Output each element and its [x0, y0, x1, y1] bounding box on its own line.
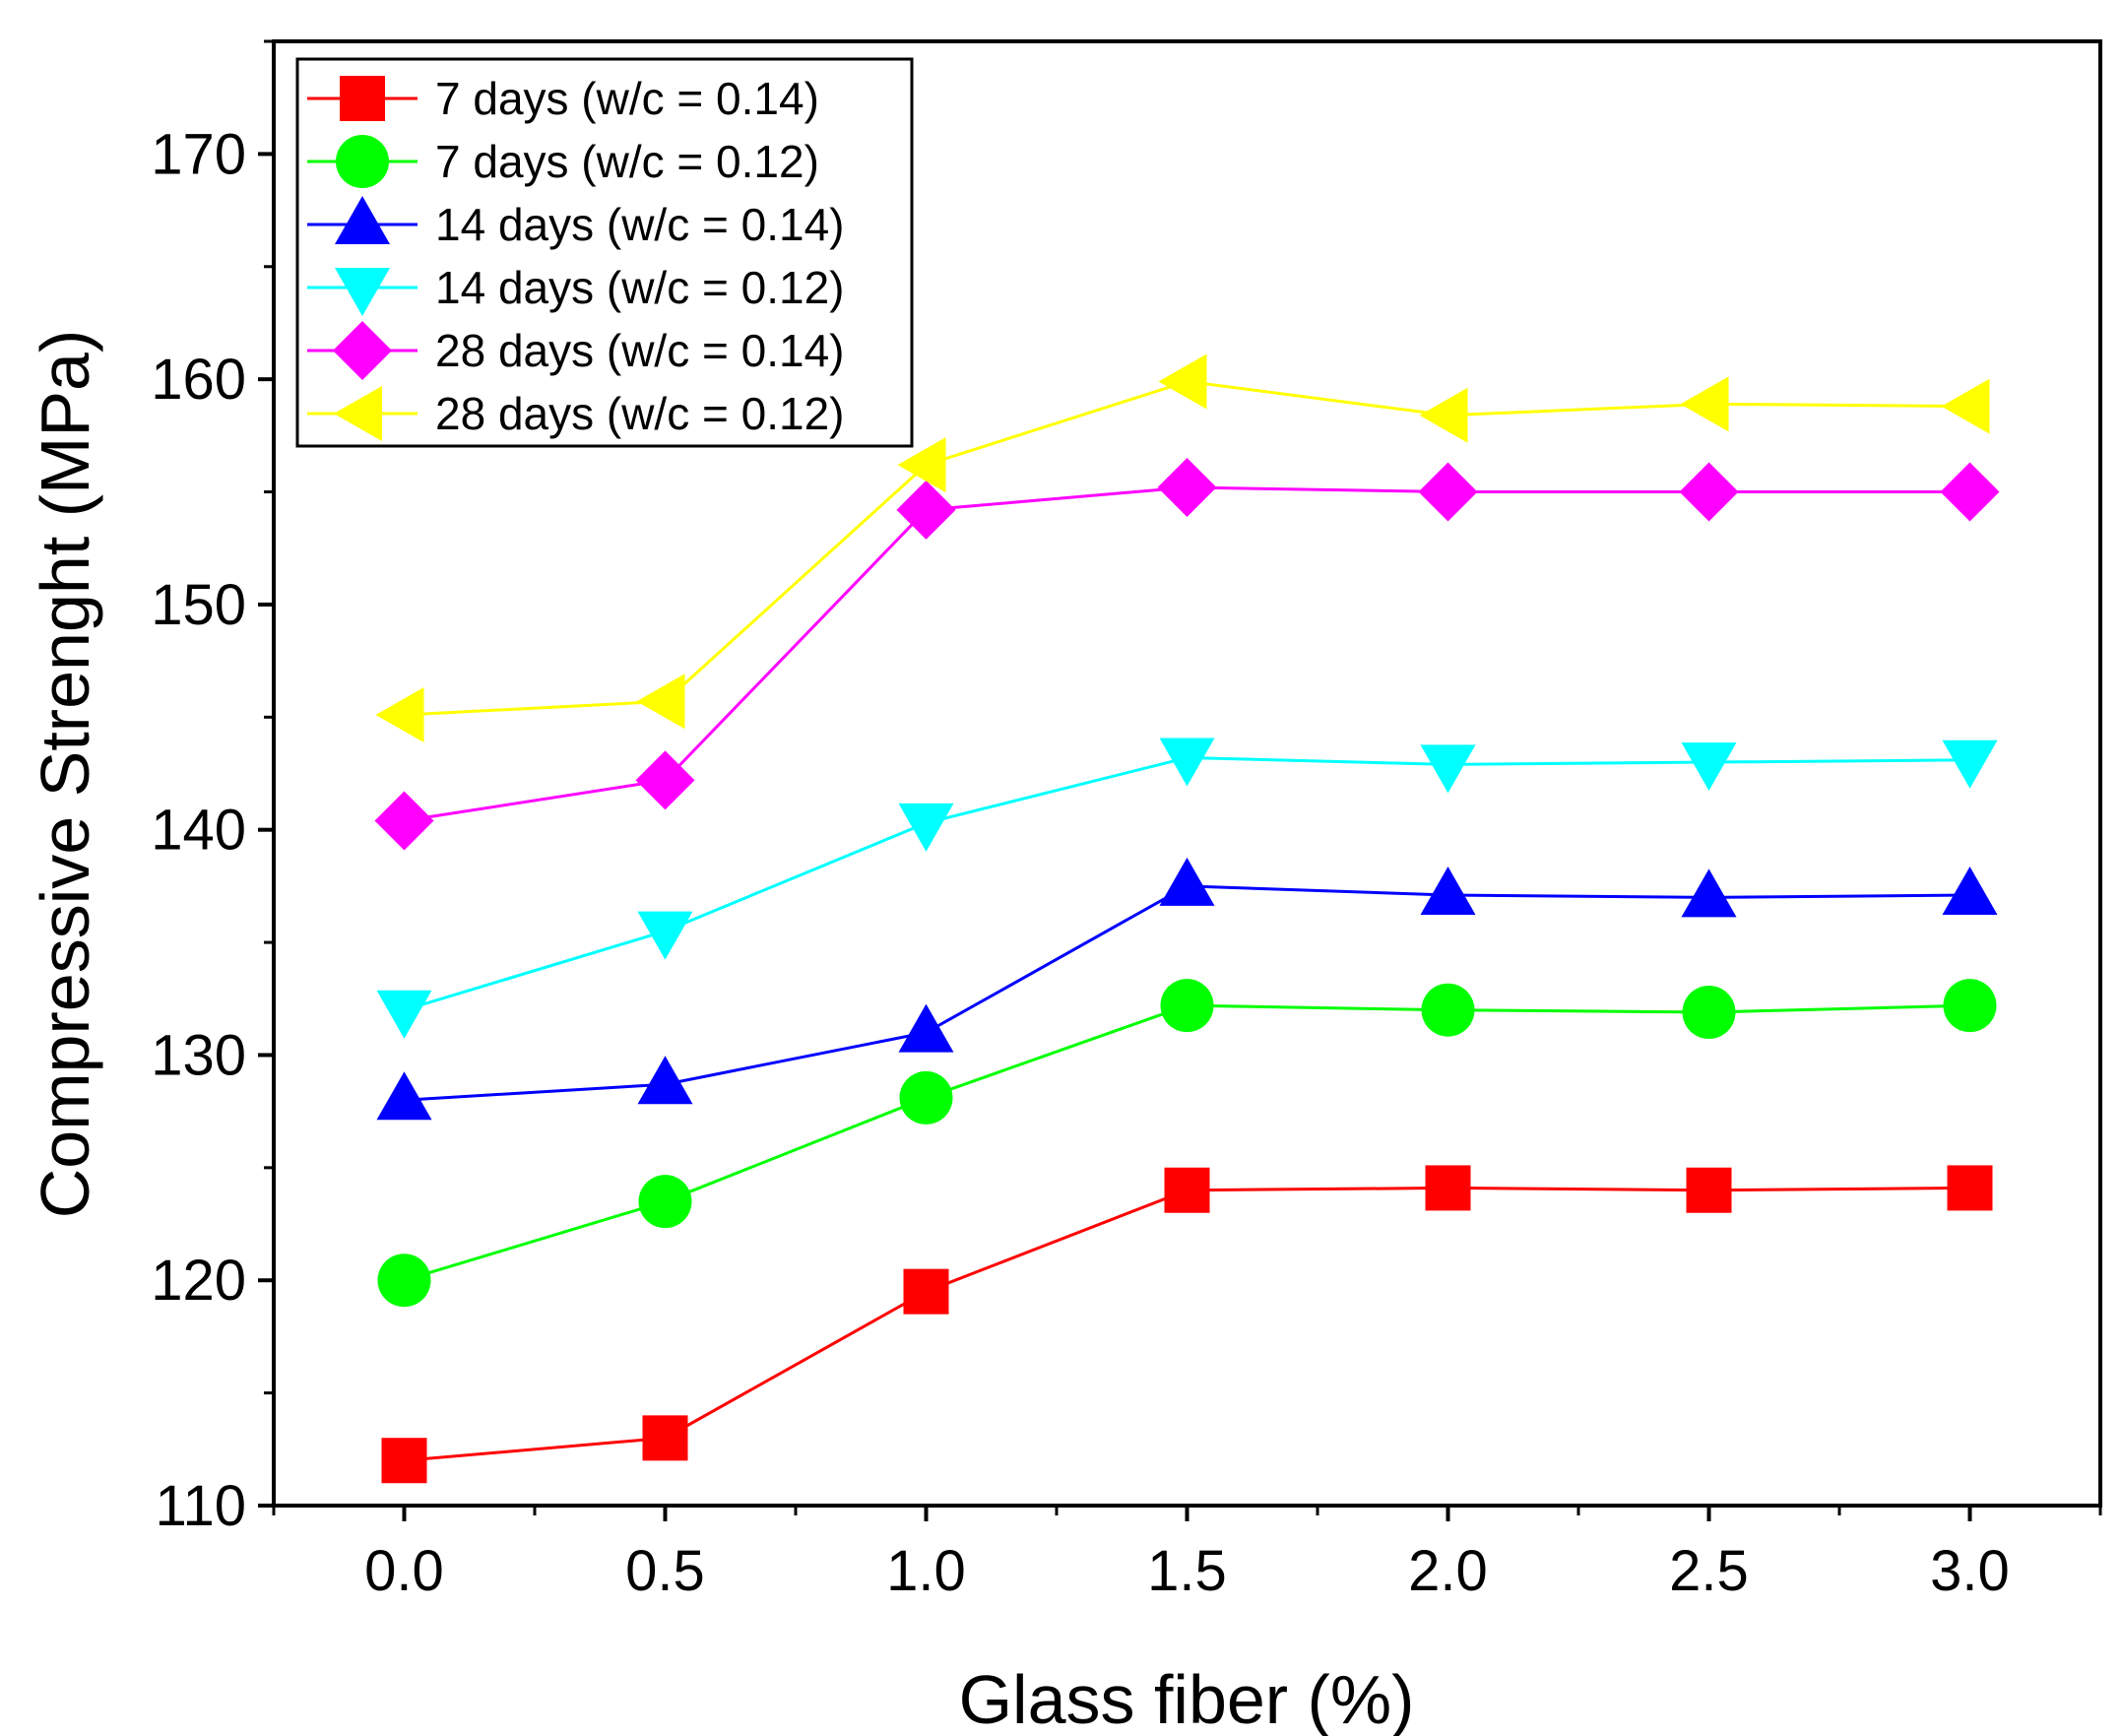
- series-1: [381, 1165, 1993, 1484]
- data-point: [903, 1268, 949, 1315]
- data-point: [1157, 457, 1217, 517]
- y-tick-label: 130: [151, 1023, 246, 1087]
- legend-label: 7 days (w/c = 0.12): [435, 136, 819, 187]
- y-axis-title: Compressive Strenght (MPa): [27, 330, 103, 1219]
- series-5: [374, 457, 2000, 851]
- legend-marker: [335, 196, 390, 244]
- y-tick-label: 160: [151, 348, 246, 412]
- legend-marker: [340, 76, 385, 121]
- data-point: [1160, 979, 1214, 1033]
- legend-entry: 7 days (w/c = 0.14): [307, 73, 819, 124]
- data-point: [1418, 462, 1478, 522]
- data-point: [1942, 867, 1998, 916]
- y-tick-label: 120: [151, 1249, 246, 1313]
- data-point: [1420, 867, 1476, 916]
- data-point: [637, 911, 693, 960]
- data-point: [1159, 738, 1215, 787]
- data-point: [375, 687, 424, 743]
- data-point: [1679, 462, 1739, 522]
- y-tick-label: 170: [151, 122, 246, 186]
- data-point: [376, 1071, 432, 1121]
- data-point: [1421, 983, 1475, 1037]
- legend-label: 7 days (w/c = 0.14): [435, 73, 819, 124]
- x-tick-label: 2.0: [1408, 1539, 1488, 1603]
- legend-box: [295, 57, 914, 448]
- data-point: [638, 1175, 692, 1229]
- data-point: [1420, 744, 1476, 794]
- y-tick-label: 110: [156, 1474, 246, 1538]
- series-layer: [374, 354, 2000, 1484]
- data-point: [1942, 739, 1998, 789]
- legend-label: 14 days (w/c = 0.14): [435, 199, 844, 250]
- legend-label: 28 days (w/c = 0.14): [435, 325, 844, 376]
- data-point: [1680, 376, 1729, 432]
- legend-entry: 14 days (w/c = 0.12): [307, 262, 844, 316]
- legend-entry: 28 days (w/c = 0.12): [307, 386, 844, 441]
- series-3: [376, 857, 1998, 1121]
- x-tick-label: 1.5: [1147, 1539, 1227, 1603]
- x-tick-label: 0.0: [364, 1539, 444, 1603]
- legend-marker: [333, 321, 392, 380]
- data-point: [1682, 985, 1736, 1039]
- data-point: [1425, 1165, 1471, 1211]
- y-tick-label: 140: [151, 799, 246, 863]
- legend-marker: [336, 135, 389, 188]
- data-point: [376, 990, 432, 1039]
- x-tick-label: 3.0: [1930, 1539, 2010, 1603]
- data-point: [897, 437, 946, 493]
- data-point: [374, 791, 434, 851]
- data-point: [1947, 1165, 1993, 1211]
- data-point: [636, 674, 685, 730]
- legend-label: 14 days (w/c = 0.12): [435, 262, 844, 313]
- x-tick-label: 1.0: [886, 1539, 966, 1603]
- data-point: [898, 1003, 954, 1053]
- legend-entry: 14 days (w/c = 0.14): [307, 196, 844, 250]
- data-point: [1941, 378, 1990, 434]
- legend-marker: [334, 386, 382, 441]
- data-point: [1681, 742, 1737, 792]
- data-point: [1681, 868, 1737, 918]
- legend-marker: [335, 268, 390, 316]
- data-point: [898, 803, 954, 852]
- series-line: [404, 1186, 1970, 1462]
- y-axis-ticks: 110 120 130 140 150 160 170: [151, 39, 274, 1538]
- data-point: [1164, 1167, 1210, 1213]
- data-point: [1943, 979, 1997, 1033]
- legend-entries: 7 days (w/c = 0.14) 7 days (w/c = 0.12) 14…: [307, 73, 844, 441]
- data-point: [1419, 387, 1468, 443]
- data-point: [1940, 462, 2000, 522]
- y-tick-label: 150: [151, 573, 246, 637]
- legend-entry: 28 days (w/c = 0.14): [307, 321, 844, 380]
- data-point: [635, 750, 695, 810]
- data-point: [1686, 1167, 1732, 1213]
- data-point: [637, 1056, 693, 1105]
- data-point: [896, 480, 956, 540]
- series-6: [375, 354, 1990, 743]
- data-point: [377, 1254, 431, 1308]
- series-line: [404, 1003, 1970, 1282]
- x-tick-label: 0.5: [625, 1539, 705, 1603]
- series-4: [376, 738, 1998, 1039]
- data-point: [899, 1070, 953, 1125]
- data-point: [642, 1415, 688, 1461]
- legend-label: 28 days (w/c = 0.12): [435, 388, 844, 439]
- data-point: [1158, 354, 1207, 410]
- legend-entry: 7 days (w/c = 0.12): [307, 135, 819, 188]
- x-axis-title: Glass fiber (%): [959, 1661, 1415, 1736]
- x-axis-ticks: 0.0 0.5 1.0 1.5 2.0 2.5 3.0: [272, 1506, 2102, 1603]
- data-point: [1159, 857, 1215, 906]
- x-tick-label: 2.5: [1669, 1539, 1749, 1603]
- series-2: [377, 979, 1997, 1308]
- data-point: [381, 1438, 427, 1484]
- legend: 7 days (w/c = 0.14) 7 days (w/c = 0.12) 14…: [295, 57, 914, 448]
